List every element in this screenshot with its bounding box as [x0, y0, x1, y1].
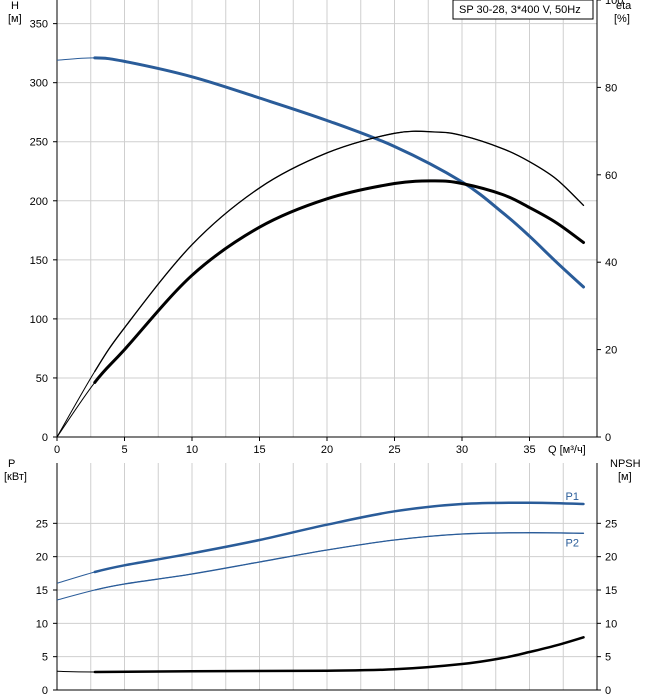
y-right-tick-label: 20: [605, 345, 617, 357]
x-tick-label: 5: [121, 444, 127, 456]
y-left-axis-label: P: [8, 458, 15, 470]
y-left-tick-label: 0: [42, 432, 48, 444]
y-left-tick-label: 200: [30, 196, 48, 208]
y-right-tick-label: 100: [605, 0, 623, 7]
x-tick-label: 10: [186, 444, 198, 456]
y-right-tick-label: 10: [605, 618, 617, 630]
series-line-thin: [56, 502, 584, 584]
y-left-axis-unit: [м]: [8, 13, 22, 25]
y-right-tick-label: 15: [605, 585, 617, 597]
x-axis-label: Q [м³/ч]: [548, 444, 586, 456]
y-right-tick-label: 20: [605, 552, 617, 564]
series-line-thin: [56, 636, 584, 673]
x-tick-label: 35: [523, 444, 535, 456]
y-right-tick-label: 80: [605, 82, 617, 94]
series-line-curve-2: [93, 636, 585, 674]
series-line-p2: [94, 532, 585, 591]
power-npsh-panel: 0 5 10 15 20 25 0 5 10 15 20 25 P[кВт] NPSH[м] P1 P2: [4, 458, 641, 697]
model-label: SP 30-28, 3*400 V, 50Hz: [459, 4, 581, 16]
y-left-tick-label: 25: [36, 518, 48, 530]
y-right-axis-unit: [м]: [618, 471, 632, 483]
y-left-axis-unit: [кВт]: [4, 471, 27, 483]
series-line-thin: [56, 57, 584, 288]
y-left-tick-label: 100: [30, 314, 48, 326]
x-tick-label: 30: [456, 444, 468, 456]
y-left-tick-label: 15: [36, 585, 48, 597]
x-tick-label: 20: [321, 444, 333, 456]
series-line-p1: [93, 501, 585, 574]
series-line-curve-2: [93, 179, 585, 384]
model-legend-box: SP 30-28, 3*400 V, 50Hz: [452, 0, 594, 20]
x-tick-label: 15: [253, 444, 265, 456]
y-right-tick-label: 0: [605, 432, 611, 444]
y-right-axis-label: NPSH: [610, 458, 641, 470]
y-left-tick-label: 300: [30, 78, 48, 90]
y-right-tick-label: 25: [605, 518, 617, 530]
y-right-axis-label: eta: [616, 0, 632, 12]
series-label: P2: [566, 537, 579, 549]
y-right-axis-unit: [%]: [614, 13, 630, 25]
y-right-tick-label: 0: [605, 685, 611, 697]
x-tick-label: 0: [54, 444, 60, 456]
x-tick-label: 25: [388, 444, 400, 456]
series-line-curve-0: [93, 56, 585, 289]
y-left-tick-label: 20: [36, 552, 48, 564]
y-left-axis-label: H: [11, 0, 19, 12]
y-right-tick-label: 60: [605, 170, 617, 182]
y-left-tick-label: 150: [30, 255, 48, 267]
series-line-curve-1: [94, 130, 585, 373]
y-right-tick-label: 40: [605, 257, 617, 269]
y-left-tick-label: 350: [30, 19, 48, 31]
series-label: P1: [566, 491, 579, 503]
y-left-tick-label: 0: [42, 685, 48, 697]
y-left-tick-label: 10: [36, 618, 48, 630]
y-left-tick-label: 250: [30, 137, 48, 149]
series-line-thin: [56, 180, 584, 438]
y-left-tick-label: 5: [42, 652, 48, 664]
series-line-thin: [56, 130, 584, 438]
y-right-tick-label: 5: [605, 652, 611, 664]
y-left-tick-label: 50: [36, 373, 48, 385]
head-efficiency-panel: 050100150200250300350020406080100H[м]eta…: [8, 0, 632, 456]
